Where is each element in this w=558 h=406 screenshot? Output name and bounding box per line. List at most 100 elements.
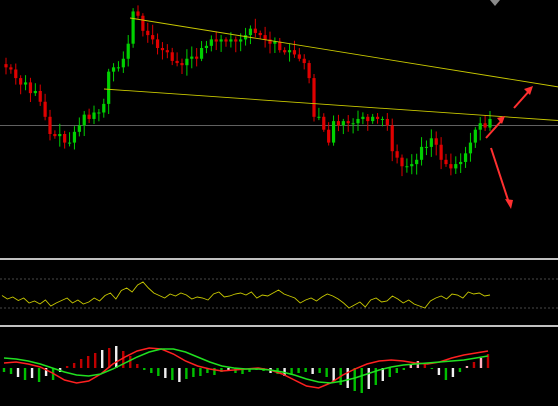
candle-body [126, 43, 130, 59]
histogram-bar [388, 368, 391, 377]
candle-body [307, 63, 311, 79]
candle-body [219, 39, 223, 42]
trendline[interactable] [129, 17, 558, 108]
histogram-bar [171, 368, 174, 380]
histogram-bar [360, 368, 363, 393]
candle-body [243, 35, 248, 40]
candle-body [331, 121, 336, 143]
candle-body [224, 39, 228, 42]
candle-body [4, 64, 8, 68]
candle-body [322, 116, 326, 130]
candle-body [268, 39, 272, 44]
candle-body [28, 82, 33, 94]
histogram-bar [185, 368, 188, 379]
histogram-bar [9, 368, 13, 374]
oscillator-line [1, 281, 491, 309]
candle-body [170, 52, 174, 61]
histogram-bar [332, 368, 335, 381]
oscillator-panel[interactable] [0, 278, 558, 309]
histogram-bar [178, 368, 181, 382]
histogram-bar [79, 359, 83, 368]
candle-body [146, 30, 150, 36]
histogram-bar [367, 368, 370, 389]
histogram-bar [353, 368, 356, 391]
candle-body [195, 56, 199, 59]
candle-body [190, 56, 194, 59]
candle-body [385, 118, 389, 126]
candle-body [180, 63, 184, 66]
trendline[interactable] [103, 88, 558, 130]
trendline-group[interactable] [103, 17, 558, 130]
histogram-bar [409, 365, 413, 368]
histogram-bar [381, 368, 384, 381]
histogram-bar [346, 368, 349, 388]
histogram-bar [115, 346, 118, 368]
histogram-bar [297, 368, 300, 373]
candle-body [229, 39, 233, 42]
top-right-corner-icon [490, 0, 500, 6]
macd-histogram [2, 346, 490, 393]
candle-body [356, 118, 360, 124]
histogram-bar [16, 368, 20, 377]
signal-line-green [3, 348, 489, 384]
candle-body [23, 82, 28, 85]
candle-body [155, 39, 160, 48]
histogram-bar [402, 368, 406, 370]
candle-body [14, 69, 18, 79]
histogram-bar [2, 368, 6, 372]
histogram-bar [451, 368, 455, 377]
histogram-bar [199, 368, 202, 376]
candle-body [459, 161, 463, 165]
candle-body [419, 146, 424, 160]
candle-body [273, 41, 277, 44]
candle-body [151, 35, 155, 40]
candle-body [336, 121, 341, 126]
histogram-bar [150, 368, 153, 373]
candle-body [361, 116, 365, 119]
candle-body [175, 60, 179, 64]
candle-body [380, 118, 385, 120]
candle-body [107, 71, 111, 104]
histogram-bar [444, 368, 448, 380]
candle-body [82, 114, 86, 126]
histogram-bar [486, 354, 490, 368]
histogram-bar [395, 368, 399, 373]
candle-body [415, 159, 419, 165]
histogram-bar [465, 366, 469, 368]
macd-panel[interactable] [2, 346, 490, 393]
candle-body [204, 45, 209, 48]
candle-body [375, 116, 380, 119]
candle-body [33, 91, 37, 94]
histogram-bar [108, 348, 111, 368]
candle-body [248, 28, 253, 36]
histogram-bar [129, 356, 132, 368]
candle-body [287, 50, 292, 53]
candle-body [405, 166, 409, 168]
candle-body [141, 15, 145, 31]
histogram-bar [423, 363, 427, 368]
candle-body [327, 129, 331, 143]
histogram-bar [157, 368, 160, 376]
histogram-bar [437, 368, 441, 375]
histogram-bar [374, 368, 377, 385]
candle-body [9, 67, 13, 70]
candle-body [371, 116, 375, 122]
candle-body [366, 116, 370, 122]
candle-body [444, 159, 448, 165]
candle-body [424, 146, 429, 148]
candle-body [410, 164, 414, 167]
candle-body [468, 142, 473, 154]
candle-body [317, 116, 321, 118]
histogram-bar [101, 350, 104, 368]
candle-body [434, 138, 438, 145]
candle-body [263, 35, 267, 40]
candle-body [214, 39, 218, 42]
candle-body [278, 41, 282, 51]
histogram-bar [44, 368, 48, 376]
histogram-bar [248, 368, 251, 372]
histogram-bar [65, 366, 69, 368]
histogram-bar [241, 368, 244, 374]
price-panel[interactable] [0, 5, 558, 209]
candle-body [87, 114, 91, 119]
